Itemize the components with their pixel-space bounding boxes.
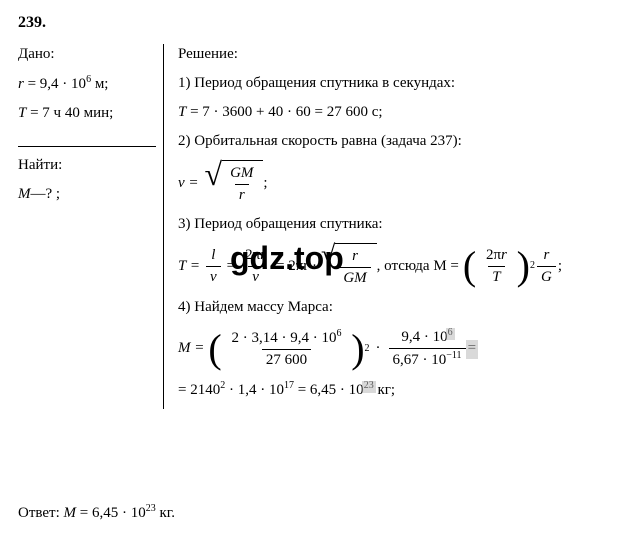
step4-formula2: = 21402 · 1,4 · 1017 = 6,45 · 1023 кг; — [178, 379, 600, 401]
step4-formula1: M = ( 2 · 3,14 · 9,4 · 106 27 600 ) 2 · … — [178, 326, 600, 371]
GM: GM — [226, 163, 257, 184]
divider — [18, 146, 156, 147]
given-T: T = 7 ч 40 мин; — [18, 103, 151, 124]
step1-text: 1) Период обращения спутника в секундах: — [178, 73, 600, 94]
find-title: Найти: — [18, 155, 151, 176]
T-value: = 7 ч 40 мин; — [30, 105, 113, 121]
solution-title: Решение: — [178, 44, 600, 65]
find-M: M—? ; — [18, 184, 151, 205]
r: r — [235, 184, 249, 206]
given-title: Дано: — [18, 44, 151, 65]
step3-text: 3) Период обращения спутника: — [178, 214, 600, 235]
r-value: = 9,4 · 10 — [28, 76, 86, 92]
v-label: v = — [178, 173, 199, 194]
T-label: T — [18, 105, 26, 121]
given-r: r = 9,4 · 106 м; — [18, 73, 151, 95]
step1-formula: T T = 7 · 3600 + 40 · 60 = 27 600 с;= 7 … — [178, 102, 600, 123]
M-label: M — [18, 186, 31, 202]
watermark: gdz.top — [230, 236, 344, 281]
problem-number: 239. — [18, 12, 600, 34]
solution-column: Решение: 1) Период обращения спутника в … — [163, 44, 600, 409]
answer: Ответ: M = 6,45 · 1023 кг. — [18, 502, 175, 524]
step4-text: 4) Найдем массу Марса: — [178, 297, 600, 318]
r-unit: м; — [91, 76, 108, 92]
step2-formula: v = √ GM r ; — [178, 160, 600, 206]
step2-text: 2) Орбитальная скорость равна (задача 23… — [178, 131, 600, 152]
M-value: —? ; — [31, 186, 61, 202]
r-label: r — [18, 76, 24, 92]
main-container: Дано: r = 9,4 · 106 м; T = 7 ч 40 мин; Н… — [18, 44, 600, 409]
given-column: Дано: r = 9,4 · 106 м; T = 7 ч 40 мин; Н… — [18, 44, 163, 409]
